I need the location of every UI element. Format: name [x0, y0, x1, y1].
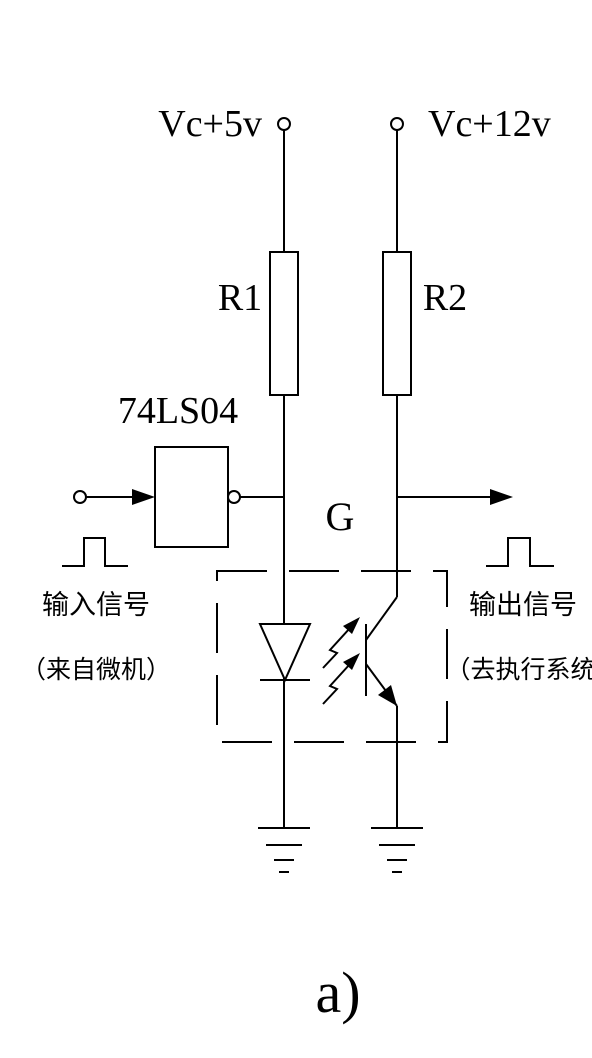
- vcc-12v-label: Vc+12v: [428, 103, 551, 145]
- light-arrowhead-upper-icon: [343, 617, 360, 634]
- ground-right-icon: [371, 827, 423, 873]
- inverter-bubble: [227, 490, 241, 504]
- input-signal-source: （来自微机）: [21, 655, 171, 684]
- vcc-5v-label: Vc+5v: [158, 103, 262, 145]
- output-arrow-icon: [490, 489, 513, 505]
- input-signal-label: 输入信号: [42, 590, 150, 621]
- resistor-r2: [382, 251, 412, 396]
- inverter-label: 74LS04: [118, 390, 238, 432]
- output-pulse-waveform: [486, 537, 554, 567]
- output-signal-dest: （去执行系统）: [445, 655, 592, 684]
- light-arrowhead-lower-icon: [343, 653, 360, 670]
- vcc-5v-terminal: [277, 117, 291, 131]
- input-arrow-icon: [132, 489, 155, 505]
- r2-label: R2: [423, 277, 467, 319]
- r1-label: R1: [218, 277, 262, 319]
- light-emission-arrow-upper: [322, 627, 351, 669]
- led-diode-icon: [258, 623, 312, 683]
- input-terminal: [73, 490, 87, 504]
- optocoupler-package: [216, 570, 448, 743]
- vcc-12v-terminal: [390, 117, 404, 131]
- input-pulse-waveform: [62, 537, 128, 567]
- resistor-r1: [269, 251, 299, 396]
- ground-left-icon: [258, 827, 310, 873]
- output-signal-label: 输出信号: [469, 590, 577, 621]
- phototransistor-collector: [365, 596, 398, 641]
- figure-caption: a): [315, 960, 360, 1025]
- light-emission-arrow-lower: [322, 663, 351, 705]
- inverter-74ls04: [154, 446, 229, 548]
- emitter-arrow-icon: [378, 685, 397, 706]
- node-g-label: G: [326, 494, 355, 539]
